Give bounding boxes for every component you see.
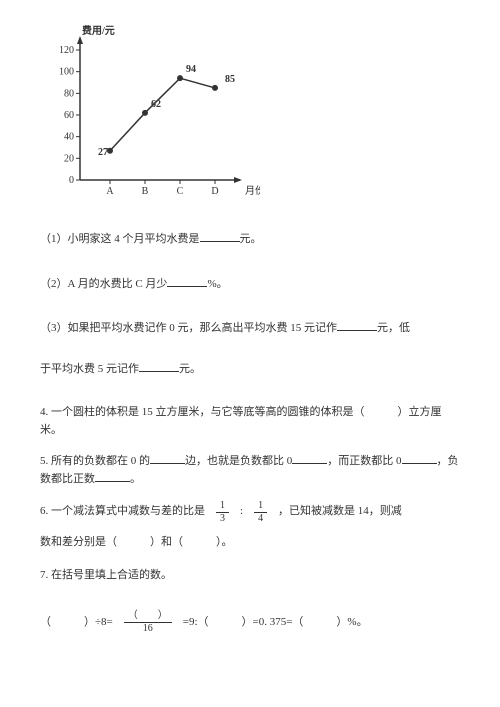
svg-text:62: 62 [151,99,161,110]
svg-text:20: 20 [64,153,74,164]
blank [337,319,377,331]
svg-text:100: 100 [59,67,74,78]
question-3: （3）如果把平均水费记作 0 元，那么高出平均水费 15 元记作 元，低 于平均水… [40,319,460,378]
svg-text:80: 80 [64,88,74,99]
q1-text-b: 元。 [240,233,262,245]
blank [95,470,130,482]
q2-text-b: %。 [207,278,227,290]
water-fee-chart: 费用/元 0 20 40 60 80 100 120 A B C D 月份 27 62 94 85 [40,20,460,200]
blank [292,452,327,464]
svg-text:120: 120 [59,45,74,56]
svg-text:费用/元: 费用/元 [82,24,115,37]
question-7: 7. 在括号里填上合适的数。 [40,567,460,585]
svg-text:0: 0 [69,175,74,186]
q7b-b: =9:（ ）=0. 375=（ ）%。 [172,614,368,632]
svg-text:A: A [106,186,114,197]
q3-text-c: 于平均水费 5 元记作 [40,363,139,375]
q6-colon: : [229,503,254,521]
line-chart-svg: 费用/元 0 20 40 60 80 100 120 A B C D 月份 27 62 94 85 [40,20,260,200]
question-7b: （ ）÷8= （ ）16 =9:（ ）=0. 375=（ ）%。 [40,611,460,634]
q5-b: 边，也就是负数都比 0 [185,455,292,467]
fraction-1-3: 13 [216,501,229,524]
q6-c: 数和差分别是（ ）和（ ）。 [40,536,233,548]
fraction-blank-16: （ ）16 [124,611,172,634]
svg-text:60: 60 [64,110,74,121]
svg-text:40: 40 [64,132,74,143]
q5-e: 。 [130,473,141,485]
q4-text: 4. 一个圆柱的体积是 15 立方厘米，与它等底等高的圆锥的体积是（ ）立方厘米… [40,406,442,436]
blank [167,275,207,287]
svg-text:27: 27 [98,147,108,158]
q3-text-a: （3）如果把平均水费记作 0 元，那么高出平均水费 15 元记作 [40,322,337,334]
question-1: （1）小明家这 4 个月平均水费是 元。 [40,230,460,249]
q6-b: ，已知被减数是 14，则减 [267,503,402,521]
svg-text:D: D [211,186,218,197]
question-2: （2）A 月的水费比 C 月少 %。 [40,275,460,294]
question-6: 6. 一个减法算式中减数与差的比是 13 : 14 ，已知被减数是 14，则减 … [40,501,460,552]
svg-text:C: C [177,186,184,197]
q2-text-a: （2）A 月的水费比 C 月少 [40,278,167,290]
q1-text-a: （1）小明家这 4 个月平均水费是 [40,233,200,245]
blank [139,360,179,372]
q7-text: 7. 在括号里填上合适的数。 [40,569,172,581]
blank [200,230,240,242]
question-4: 4. 一个圆柱的体积是 15 立方厘米，与它等底等高的圆锥的体积是（ ）立方厘米… [40,404,460,439]
svg-text:94: 94 [186,64,196,75]
q3-text-d: 元。 [179,363,201,375]
svg-text:B: B [142,186,149,197]
question-5: 5. 所有的负数都在 0 的边，也就是负数都比 0，而正数都比 0，负数都比正数… [40,452,460,489]
q6-a: 6. 一个减法算式中减数与差的比是 [40,503,216,521]
q3-text-b: 元，低 [377,322,410,334]
svg-text:月份: 月份 [245,185,260,197]
q7b-a: （ ）÷8= [40,614,124,632]
blank [150,452,185,464]
blank [402,452,437,464]
q5-a: 5. 所有的负数都在 0 的 [40,455,150,467]
fraction-1-4: 14 [254,501,267,524]
svg-text:85: 85 [225,74,235,85]
q5-c: ，而正数都比 0 [327,455,401,467]
